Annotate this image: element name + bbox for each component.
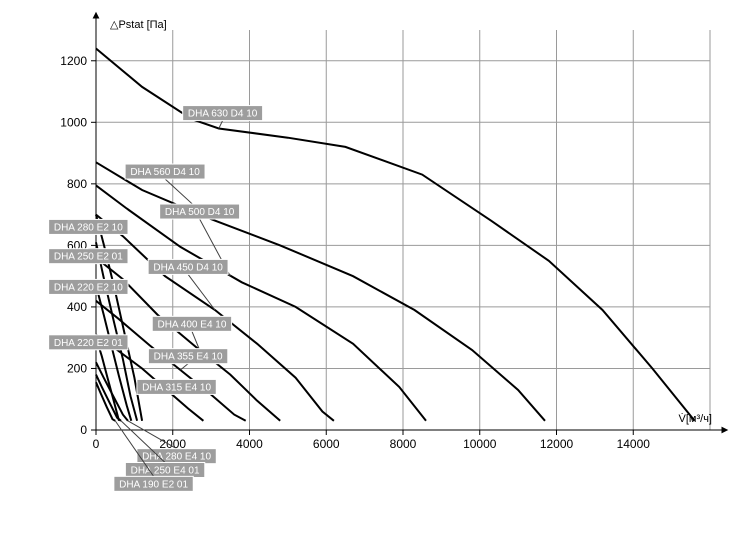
series-label: DHA 355 E4 10 xyxy=(154,352,223,363)
x-tick: 8000 xyxy=(390,437,417,451)
chart-svg: 0200040006000800010000120001400002004006… xyxy=(0,0,736,541)
series-label: DHA 630 D4 10 xyxy=(188,109,258,120)
series-label: DHA 250 E2 01 xyxy=(54,252,123,263)
series-label: DHA 280 E4 10 xyxy=(142,452,211,463)
series-label: DHA 190 E2 01 xyxy=(119,479,188,490)
fan-curve-chart: 0200040006000800010000120001400002004006… xyxy=(0,0,736,541)
y-tick: 1200 xyxy=(60,54,87,68)
y-tick: 200 xyxy=(67,361,87,375)
y-tick: 1000 xyxy=(60,115,87,129)
curve-dha-250-e2-01 xyxy=(96,242,137,420)
x-tick: 6000 xyxy=(313,437,340,451)
series-label: DHA 315 E4 10 xyxy=(142,382,211,393)
x-axis-label: V̇[м³/ч] xyxy=(679,412,712,425)
x-tick: 14000 xyxy=(617,437,651,451)
series-label: DHA 250 E4 01 xyxy=(131,466,200,477)
y-axis-label: △Pstat [Па] xyxy=(110,19,167,31)
x-tick: 4000 xyxy=(236,437,263,451)
series-label: DHA 280 E2 10 xyxy=(54,222,123,233)
label-leader xyxy=(180,364,188,370)
y-tick: 800 xyxy=(67,177,87,191)
series-label: DHA 500 D4 10 xyxy=(165,207,235,218)
series-label: DHA 560 D4 10 xyxy=(130,167,200,178)
series-label: DHA 400 E4 10 xyxy=(157,319,226,330)
y-tick: 400 xyxy=(67,300,87,314)
series-label: DHA 220 E2 01 xyxy=(54,338,123,349)
x-tick: 0 xyxy=(93,437,100,451)
x-tick: 10000 xyxy=(463,437,497,451)
x-tick: 12000 xyxy=(540,437,574,451)
y-tick: 0 xyxy=(80,423,87,437)
series-label: DHA 450 D4 10 xyxy=(153,262,223,273)
label-leader xyxy=(188,274,215,310)
series-label: DHA 220 E2 10 xyxy=(54,282,123,293)
curve-dha-190-e2-01 xyxy=(96,382,115,421)
label-leader xyxy=(219,121,223,129)
